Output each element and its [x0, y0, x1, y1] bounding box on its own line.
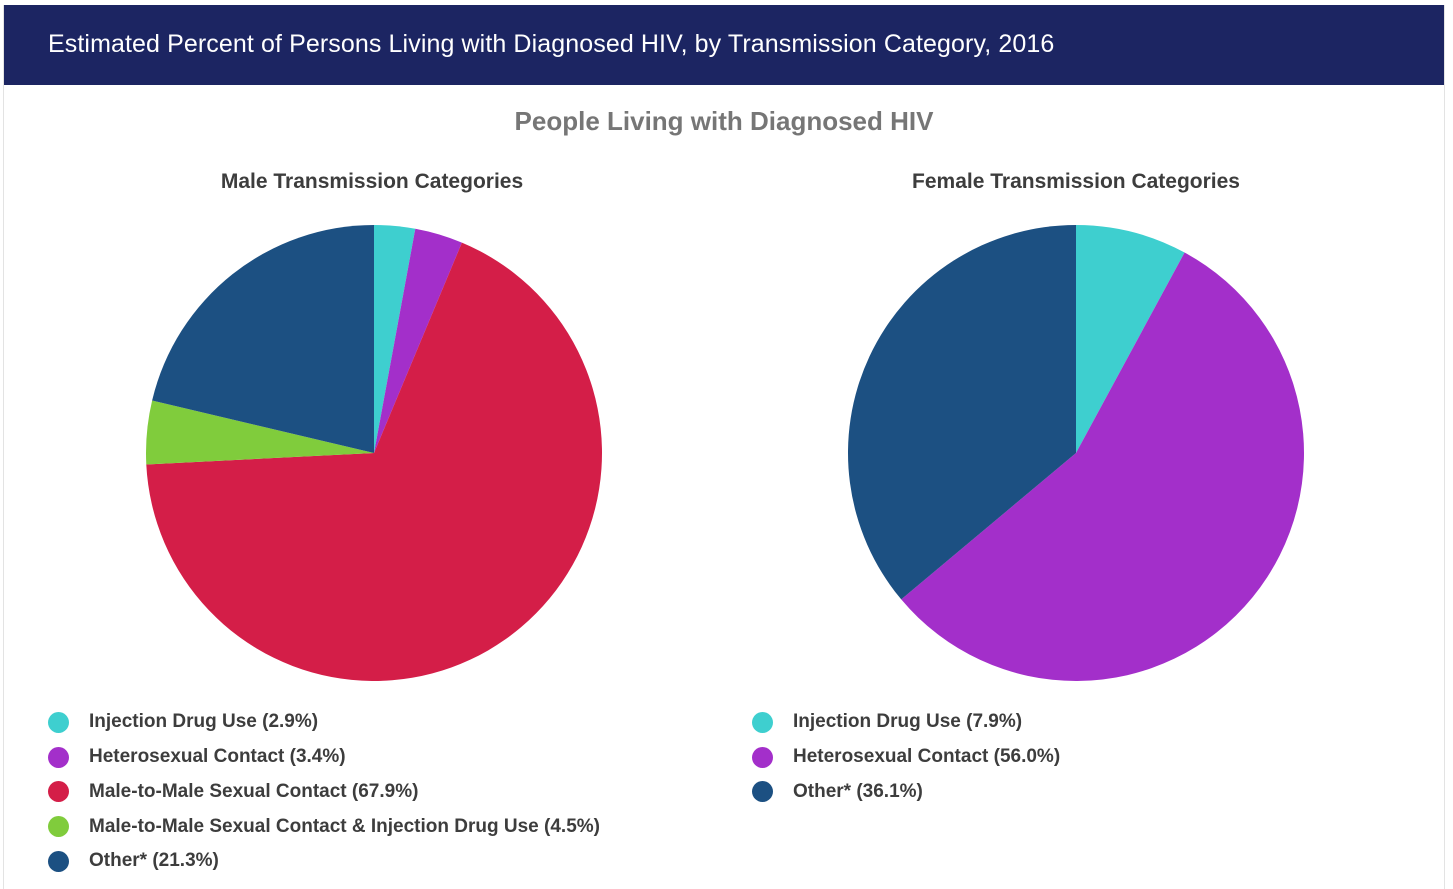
female-legend-item-heterosexual-contact[interactable]: Heterosexual Contact (56.0%): [752, 740, 1060, 775]
chart-main-title: People Living with Diagnosed HIV: [514, 106, 934, 136]
male-slice-other[interactable]: [152, 225, 374, 453]
chart-card: Estimated Percent of Persons Living with…: [3, 5, 1445, 889]
male-legend: Injection Drug Use (2.9%) Heterosexual Co…: [48, 705, 600, 879]
female-legend-label: Heterosexual Contact (56.0%): [793, 746, 1061, 768]
male-legend-swatch: [48, 781, 69, 803]
male-legend-item-male-to-male-sexual-contact-injection-drug-use[interactable]: Male-to-Male Sexual Contact & Injection …: [48, 809, 600, 844]
female-slice-heterosexual-contact[interactable]: [901, 252, 1304, 682]
male-legend-label: Male-to-Male Sexual Contact (67.9%): [89, 780, 419, 802]
male-legend-swatch: [48, 711, 69, 733]
male-slice-male-to-male-sexual-contact-injection-drug-use[interactable]: [146, 400, 374, 465]
male-legend-item-injection-drug-use[interactable]: Injection Drug Use (2.9%): [48, 705, 600, 740]
female-pie-chart: [848, 225, 1304, 682]
male-legend-label: Male-to-Male Sexual Contact & Injection …: [89, 815, 600, 837]
male-legend-swatch: [48, 816, 69, 838]
male-legend-item-heterosexual-contact[interactable]: Heterosexual Contact (3.4%): [48, 740, 600, 775]
male-chart-title: Male Transmission Categories: [220, 170, 524, 193]
female-legend-label: Other* (36.1%): [793, 780, 923, 802]
male-legend-label: Other* (21.3%): [89, 850, 219, 872]
female-legend: Injection Drug Use (7.9%) Heterosexual Co…: [752, 705, 1060, 809]
female-legend-item-other[interactable]: Other* (36.1%): [752, 775, 1060, 810]
male-slice-injection-drug-use[interactable]: [374, 225, 416, 453]
female-legend-swatch: [752, 711, 773, 733]
male-slice-heterosexual-contact[interactable]: [374, 228, 462, 453]
male-legend-label: Heterosexual Contact (3.4%): [89, 746, 346, 768]
female-legend-swatch: [752, 746, 773, 768]
male-legend-item-other[interactable]: Other* (21.3%): [48, 844, 600, 879]
female-chart-title: Female Transmission Categories: [912, 170, 1240, 193]
male-pie-chart: [146, 225, 603, 681]
female-slice-injection-drug-use[interactable]: [1076, 225, 1185, 453]
male-legend-item-male-to-male-sexual-contact[interactable]: Male-to-Male Sexual Contact (67.9%): [48, 775, 600, 810]
header-title: Estimated Percent of Persons Living with…: [48, 30, 1055, 58]
male-legend-label: Injection Drug Use (2.9%): [89, 711, 319, 733]
female-slice-other[interactable]: [848, 225, 1076, 600]
male-legend-swatch: [48, 746, 69, 768]
female-legend-label: Injection Drug Use (7.9%): [793, 711, 1023, 733]
female-legend-swatch: [752, 781, 773, 803]
male-legend-swatch: [48, 850, 69, 872]
male-slice-male-to-male-sexual-contact[interactable]: [146, 242, 603, 681]
header-bar: Estimated Percent of Persons Living with…: [4, 5, 1444, 85]
female-legend-item-injection-drug-use[interactable]: Injection Drug Use (7.9%): [752, 705, 1060, 740]
